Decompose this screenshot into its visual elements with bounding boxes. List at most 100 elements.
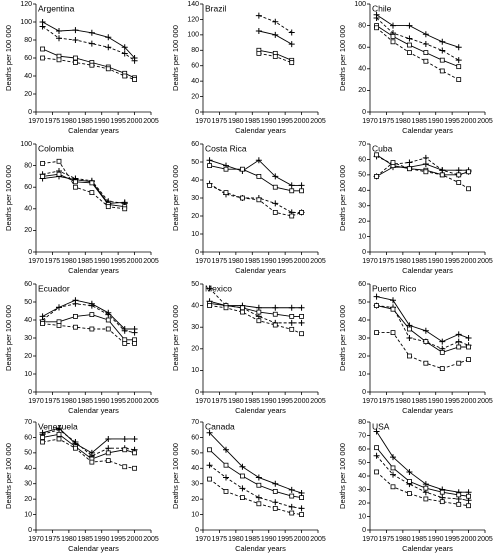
y-tick-label: 40 xyxy=(24,317,32,324)
x-tick-label: 1990 xyxy=(261,398,277,405)
panel-title: Ecuador xyxy=(38,283,70,293)
marker xyxy=(256,318,262,324)
marker xyxy=(374,469,379,475)
x-tick-label: 1980 xyxy=(61,536,77,543)
marker xyxy=(374,303,379,309)
marker xyxy=(373,15,380,22)
marker xyxy=(132,450,137,456)
y-tick-label: 120 xyxy=(187,16,199,23)
x-tick-label: 1995 xyxy=(110,398,126,405)
x-tick-label: 2000 xyxy=(461,258,477,265)
x-tick-label: 2005 xyxy=(143,118,159,125)
x-tick-label: 1975 xyxy=(379,398,395,405)
x-tick-label: 1980 xyxy=(228,398,244,405)
marker xyxy=(272,304,279,311)
marker xyxy=(131,435,138,442)
x-tick-label: 1990 xyxy=(428,398,444,405)
y-axis-label: Deaths per 100 000 xyxy=(338,165,347,231)
marker xyxy=(439,47,446,54)
series-line xyxy=(376,155,469,176)
marker xyxy=(288,503,295,510)
x-tick-label: 2005 xyxy=(143,258,159,265)
marker xyxy=(439,489,445,495)
series-line xyxy=(209,478,302,516)
y-tick-label: 0 xyxy=(28,109,32,116)
x-tick-label: 1995 xyxy=(277,258,293,265)
y-tick-label: 60 xyxy=(358,281,366,288)
marker xyxy=(289,188,295,194)
marker xyxy=(439,366,445,372)
marker xyxy=(407,326,412,332)
y-tick-label: 50 xyxy=(191,281,199,288)
series-line xyxy=(376,14,459,48)
x-tick-label: 1990 xyxy=(428,536,444,543)
series-line xyxy=(209,449,302,499)
y-tick-label: 40 xyxy=(358,317,366,324)
y-tick-label: 80 xyxy=(358,22,366,29)
y-tick-label: 100 xyxy=(20,19,32,26)
marker xyxy=(40,173,45,179)
y-tick-label: 0 xyxy=(28,527,32,534)
marker xyxy=(40,46,45,52)
x-tick-label: 2005 xyxy=(477,258,493,265)
y-tick-label: 60 xyxy=(358,44,366,51)
marker xyxy=(105,44,112,51)
marker xyxy=(240,495,245,501)
x-tick-label: 1985 xyxy=(411,118,427,125)
panel: 0 20 40 60 80 100 1970 1975 1980 1985 1990 1995 2000… xyxy=(4,141,159,275)
marker xyxy=(256,173,262,179)
marker xyxy=(439,172,445,178)
marker xyxy=(73,179,78,185)
x-tick-label: 1975 xyxy=(212,398,228,405)
marker xyxy=(56,158,62,164)
marker xyxy=(56,431,62,437)
x-tick-label: 1980 xyxy=(395,258,411,265)
marker xyxy=(373,452,380,459)
x-tick-label: 2000 xyxy=(461,398,477,405)
x-tick-label: 1985 xyxy=(244,118,260,125)
x-tick-label: 2000 xyxy=(461,118,477,125)
x-tick-label: 1995 xyxy=(444,536,460,543)
panel-title: Chile xyxy=(372,3,392,13)
x-tick-label: 1975 xyxy=(212,118,228,125)
x-tick-label: 2000 xyxy=(294,118,310,125)
series-line xyxy=(376,161,469,190)
y-tick-label: 10 xyxy=(191,367,199,374)
marker xyxy=(105,326,111,332)
x-tick-label: 1970 xyxy=(195,118,211,125)
marker xyxy=(272,31,279,38)
marker xyxy=(131,329,138,336)
x-axis-label: Calendar years xyxy=(402,266,453,275)
x-tick-label: 1985 xyxy=(411,258,427,265)
marker xyxy=(439,167,446,174)
x-tick-label: 1970 xyxy=(28,398,44,405)
y-tick-label: 10 xyxy=(358,513,366,520)
marker xyxy=(456,492,462,498)
y-tick-label: 40 xyxy=(191,177,199,184)
x-tick-label: 1975 xyxy=(45,398,61,405)
marker xyxy=(89,190,95,196)
marker xyxy=(223,489,229,494)
marker xyxy=(122,447,128,453)
x-tick-label: 1985 xyxy=(244,536,260,543)
marker xyxy=(105,317,111,323)
marker xyxy=(407,353,412,359)
marker xyxy=(223,462,229,468)
marker xyxy=(423,485,429,491)
marker xyxy=(272,54,278,59)
marker xyxy=(105,66,111,72)
marker xyxy=(207,447,212,453)
y-tick-label: 40 xyxy=(358,473,366,480)
y-tick-label: 80 xyxy=(358,419,366,426)
x-tick-label: 1990 xyxy=(428,118,444,125)
y-tick-label: 20 xyxy=(24,227,32,234)
y-tick-label: 50 xyxy=(358,459,366,466)
x-axis-label: Calendar years xyxy=(402,406,453,415)
y-tick-label: 80 xyxy=(24,37,32,44)
y-axis-label: Deaths per 100 000 xyxy=(4,25,13,91)
x-tick-label: 1980 xyxy=(61,398,77,405)
y-tick-label: 40 xyxy=(191,465,199,472)
marker xyxy=(289,313,295,319)
